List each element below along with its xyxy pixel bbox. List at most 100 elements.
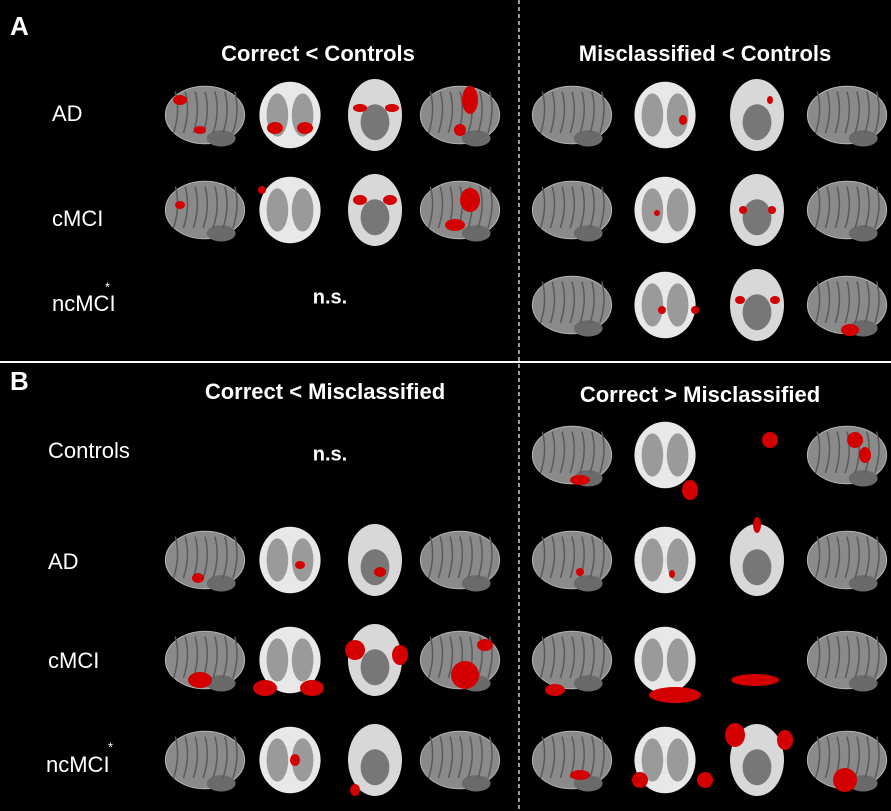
sulcus (854, 536, 860, 579)
gray-matter (666, 283, 689, 327)
sulcus (427, 536, 434, 579)
lesion-cluster (777, 730, 793, 750)
gray-matter (360, 749, 390, 786)
sulcus (814, 431, 821, 474)
lesion-cluster (297, 122, 313, 134)
row-label: Controls (48, 438, 130, 463)
sulcus (549, 186, 556, 229)
lesion-cluster (267, 122, 283, 134)
sulcus (202, 536, 209, 579)
gray-matter (666, 433, 689, 477)
gray-matter (641, 283, 664, 327)
lesion-cluster (392, 645, 408, 665)
lesion-cluster (353, 195, 367, 205)
sulcus (589, 736, 595, 779)
sulcus (427, 186, 434, 229)
sulcus (549, 91, 556, 134)
sulcus (599, 186, 605, 229)
sulcus (854, 636, 860, 679)
sulcus (599, 431, 605, 474)
sulcus (447, 536, 454, 579)
row-label: cMCI (48, 648, 99, 673)
sulcus (844, 186, 851, 229)
sulcus (427, 91, 434, 134)
cerebellum (206, 130, 236, 147)
sulcus (834, 281, 841, 324)
gray-matter (641, 93, 664, 137)
lesion-cluster (753, 517, 761, 533)
sulcus (854, 736, 860, 779)
gray-matter (266, 738, 289, 782)
sulcus (854, 91, 860, 134)
sulcus (814, 736, 821, 779)
gray-matter (291, 538, 314, 582)
sulcus (549, 281, 556, 324)
sulcus (487, 91, 493, 134)
sulcus (182, 736, 189, 779)
sulcus (599, 281, 605, 324)
sulcus (814, 536, 821, 579)
sulcus (589, 91, 595, 134)
lesion-cluster (669, 570, 675, 578)
lesion-cluster (175, 201, 185, 209)
sulcus (477, 536, 483, 579)
sulcus (559, 431, 566, 474)
sulcus (824, 431, 831, 474)
lesion-cluster (353, 104, 367, 112)
sulcus (192, 736, 199, 779)
sulcus (864, 536, 870, 579)
sulcus (437, 91, 444, 134)
sulcus (182, 636, 189, 679)
lesion-cluster (731, 674, 779, 686)
gray-matter (641, 433, 664, 477)
gray-matter (360, 104, 390, 141)
sulcus (172, 536, 179, 579)
gray-matter (641, 638, 664, 682)
column-header: Correct < Misclassified (205, 379, 445, 404)
sulcus (427, 636, 434, 679)
sulcus (182, 186, 189, 229)
sulcus (834, 536, 841, 579)
sulcus (599, 536, 605, 579)
sulcus (212, 91, 218, 134)
sulcus (874, 536, 880, 579)
sulcus (539, 186, 546, 229)
panel-label: B (10, 366, 29, 396)
sulcus (182, 91, 189, 134)
cerebellum (848, 675, 878, 692)
cerebellum (461, 575, 491, 592)
sulcus (864, 281, 870, 324)
lesion-cluster (767, 96, 773, 104)
gray-matter (641, 188, 664, 232)
sulcus (202, 736, 209, 779)
sulcus (212, 736, 218, 779)
lesion-cluster (770, 296, 780, 304)
lesion-cluster (258, 186, 266, 194)
sulcus (559, 186, 566, 229)
lesion-cluster (632, 772, 648, 788)
sulcus (549, 536, 556, 579)
sulcus (814, 636, 821, 679)
gray-matter (291, 188, 314, 232)
lesion-cluster (173, 95, 187, 105)
not-significant-note: n.s. (313, 286, 347, 308)
sulcus (864, 736, 870, 779)
row-label-superscript: * (105, 279, 110, 294)
sulcus (824, 91, 831, 134)
sulcus (437, 636, 444, 679)
lesion-cluster (682, 480, 698, 500)
sulcus (599, 636, 605, 679)
sulcus (569, 536, 576, 579)
sulcus (589, 636, 595, 679)
lesion-cluster (859, 447, 871, 463)
lesion-cluster (570, 770, 590, 780)
sulcus (487, 186, 493, 229)
gray-matter (641, 738, 664, 782)
sulcus (874, 281, 880, 324)
sulcus (172, 636, 179, 679)
lesion-cluster (188, 672, 212, 688)
sulcus (487, 536, 493, 579)
lesion-cluster (697, 772, 713, 788)
sulcus (874, 91, 880, 134)
row-label: ncMCI (46, 752, 110, 777)
